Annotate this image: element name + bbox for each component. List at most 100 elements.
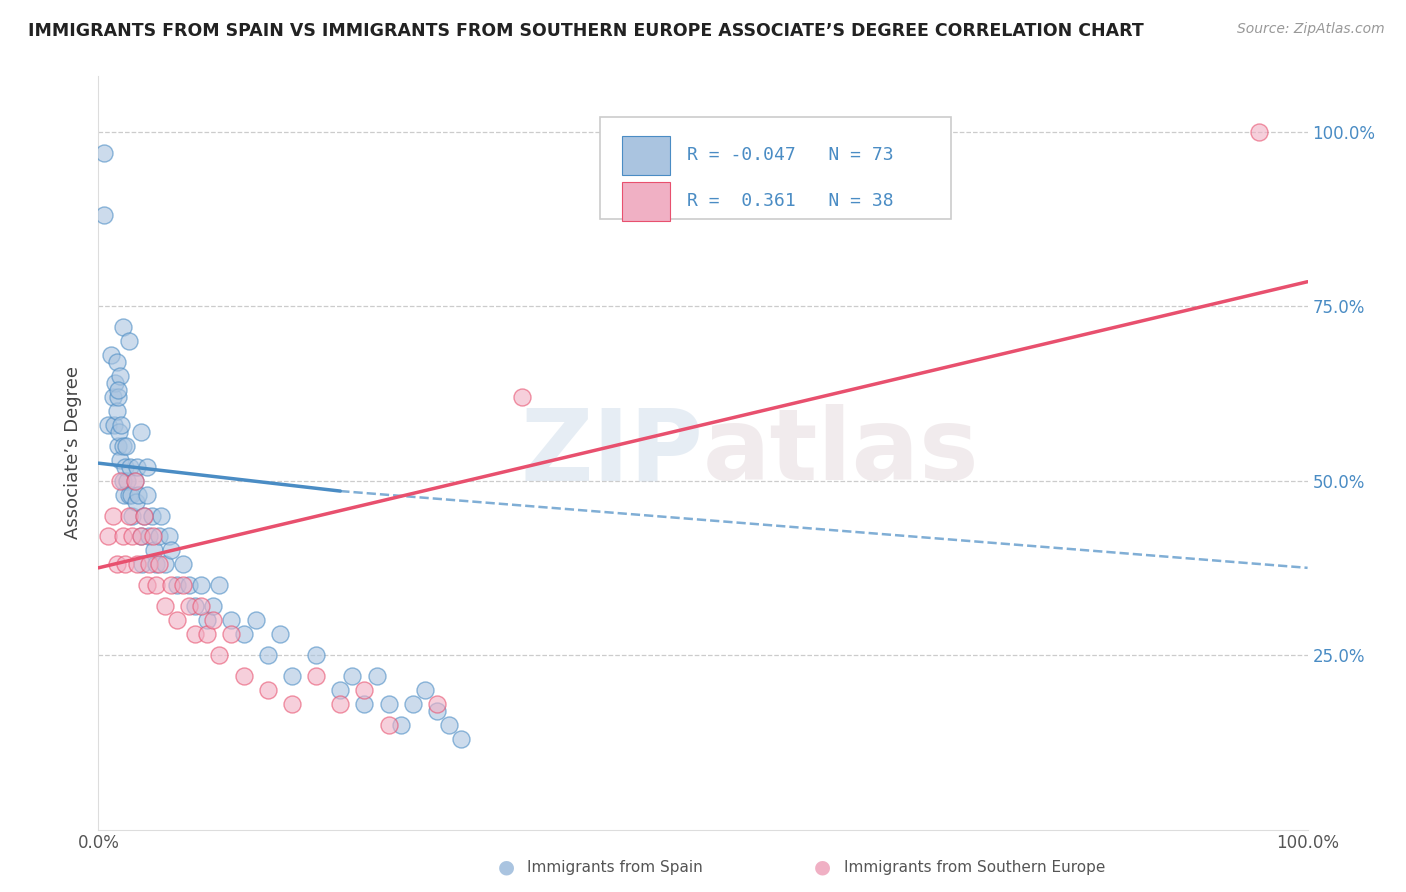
Point bbox=[437, 718, 460, 732]
Text: IMMIGRANTS FROM SPAIN VS IMMIGRANTS FROM SOUTHERN EUROPE ASSOCIATE’S DEGREE CORR: IMMIGRANTS FROM SPAIN VS IMMIGRANTS FROM… bbox=[28, 22, 1144, 40]
Point bbox=[105, 558, 128, 572]
Point bbox=[148, 558, 170, 572]
Text: R = -0.047   N = 73: R = -0.047 N = 73 bbox=[688, 146, 894, 164]
Point bbox=[108, 452, 131, 467]
Text: ●: ● bbox=[814, 857, 831, 877]
Point bbox=[221, 627, 243, 641]
Point bbox=[135, 578, 157, 592]
Point bbox=[142, 529, 165, 543]
Point bbox=[111, 320, 134, 334]
Point bbox=[353, 697, 375, 711]
Point bbox=[413, 683, 436, 698]
Point bbox=[232, 669, 254, 683]
Point bbox=[134, 508, 156, 523]
Point bbox=[129, 425, 152, 439]
Point bbox=[108, 368, 131, 383]
Point bbox=[97, 529, 120, 543]
Point bbox=[184, 627, 207, 641]
Point bbox=[377, 718, 399, 732]
Point bbox=[107, 439, 129, 453]
Point bbox=[124, 474, 146, 488]
Text: Source: ZipAtlas.com: Source: ZipAtlas.com bbox=[1237, 22, 1385, 37]
Text: atlas: atlas bbox=[703, 404, 980, 501]
Point bbox=[121, 529, 143, 543]
Point bbox=[269, 627, 291, 641]
Point bbox=[450, 731, 472, 746]
Point bbox=[111, 474, 134, 488]
Point bbox=[221, 613, 243, 627]
Point bbox=[329, 683, 352, 698]
Point bbox=[148, 529, 170, 543]
Point bbox=[366, 669, 388, 683]
Point bbox=[135, 459, 157, 474]
Point bbox=[105, 404, 128, 418]
Point bbox=[118, 459, 141, 474]
Point bbox=[127, 558, 149, 572]
Point bbox=[172, 578, 194, 592]
Point bbox=[426, 704, 449, 718]
Point bbox=[1249, 125, 1271, 139]
Point bbox=[93, 208, 115, 222]
Point bbox=[103, 417, 125, 432]
Text: ●: ● bbox=[498, 857, 515, 877]
Point bbox=[208, 648, 231, 662]
Point bbox=[160, 543, 183, 558]
Point bbox=[104, 376, 127, 390]
Point bbox=[112, 487, 135, 501]
Point bbox=[135, 487, 157, 501]
Point bbox=[114, 459, 136, 474]
Point bbox=[117, 474, 139, 488]
Point bbox=[353, 683, 375, 698]
Point bbox=[138, 529, 160, 543]
Point bbox=[157, 529, 180, 543]
Point bbox=[256, 648, 278, 662]
Point bbox=[121, 508, 143, 523]
Point bbox=[232, 627, 254, 641]
Point bbox=[195, 613, 218, 627]
Point bbox=[127, 487, 149, 501]
Text: R =  0.361   N = 38: R = 0.361 N = 38 bbox=[688, 192, 894, 211]
Point bbox=[107, 390, 129, 404]
Point bbox=[389, 718, 412, 732]
Point bbox=[134, 508, 156, 523]
Point bbox=[131, 558, 153, 572]
Point bbox=[129, 529, 152, 543]
Point bbox=[145, 578, 167, 592]
Point bbox=[124, 474, 146, 488]
Point bbox=[179, 599, 201, 614]
Point bbox=[329, 697, 352, 711]
Point bbox=[129, 529, 152, 543]
Point bbox=[97, 417, 120, 432]
Point bbox=[342, 669, 364, 683]
Point bbox=[281, 697, 304, 711]
Point bbox=[208, 578, 231, 592]
Point bbox=[110, 417, 132, 432]
Point bbox=[93, 145, 115, 160]
Point bbox=[138, 558, 160, 572]
Point bbox=[510, 390, 533, 404]
Point bbox=[160, 578, 183, 592]
Point bbox=[153, 599, 176, 614]
Point bbox=[105, 355, 128, 369]
Point bbox=[108, 474, 131, 488]
Point bbox=[118, 487, 141, 501]
Point bbox=[111, 529, 134, 543]
Point bbox=[127, 459, 149, 474]
Point bbox=[108, 425, 131, 439]
Point bbox=[107, 383, 129, 397]
Point bbox=[145, 558, 167, 572]
Point bbox=[101, 390, 124, 404]
Text: ZIP: ZIP bbox=[520, 404, 703, 501]
Point bbox=[377, 697, 399, 711]
Point bbox=[305, 669, 328, 683]
Point bbox=[153, 558, 176, 572]
Bar bbox=[621, 182, 671, 221]
Point bbox=[190, 578, 212, 592]
Point bbox=[426, 697, 449, 711]
Bar bbox=[621, 136, 671, 175]
Point bbox=[100, 348, 122, 362]
Point bbox=[245, 613, 267, 627]
Point bbox=[114, 558, 136, 572]
Point bbox=[120, 487, 142, 501]
Point bbox=[190, 599, 212, 614]
